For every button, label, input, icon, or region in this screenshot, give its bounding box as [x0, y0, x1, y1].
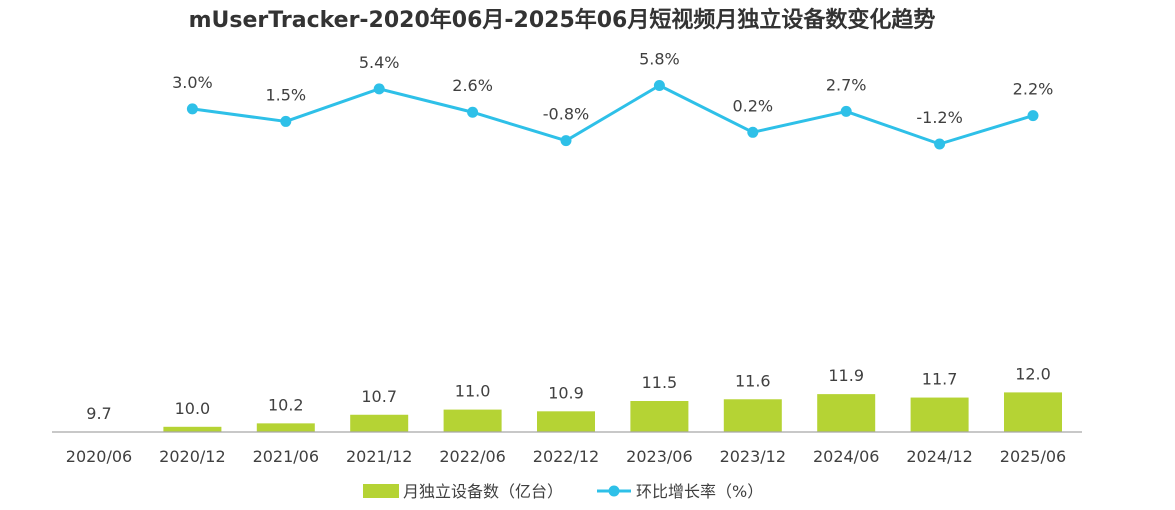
x-tick-label: 2020/12 — [159, 447, 225, 466]
x-tick-label: 2023/06 — [626, 447, 692, 466]
growth-rate-point — [280, 115, 292, 127]
bar-2021/12 — [350, 414, 409, 432]
growth-rate-label: 5.4% — [359, 53, 400, 72]
growth-rate-label: 2.7% — [826, 75, 867, 94]
bar-value-label: 11.6 — [735, 371, 771, 390]
growth-rate-point — [1027, 110, 1039, 122]
bar-2024/06 — [817, 394, 876, 432]
bars-layer — [70, 392, 1062, 432]
x-tick-label: 2024/12 — [906, 447, 972, 466]
x-tick-label: 2021/12 — [346, 447, 412, 466]
growth-rate-label: -1.2% — [916, 108, 962, 127]
bar-2024/12 — [910, 397, 969, 432]
legend-bar-swatch — [363, 484, 399, 498]
bar-2022/06 — [443, 409, 502, 432]
bar-value-label: 12.0 — [1015, 364, 1051, 383]
legend-line-marker — [608, 485, 620, 497]
bar-value-label: 10.0 — [175, 399, 211, 418]
legend: 月独立设备数（亿台） 环比增长率（%） — [363, 482, 763, 501]
bar-2023/12 — [723, 399, 782, 432]
growth-rate-point — [747, 126, 759, 138]
bar-value-label: 9.7 — [86, 404, 111, 423]
x-tick-label: 2020/06 — [66, 447, 132, 466]
bar-value-label: 10.9 — [548, 383, 584, 402]
x-tick-label: 2023/12 — [720, 447, 786, 466]
bar-2022/12 — [537, 411, 595, 432]
bar-labels-layer: 9.7 10.0 10.2 10.7 11.0 10.9 11.5 11.6 11.9 11.7 1… — [86, 364, 1051, 423]
bar-2021/06 — [256, 423, 315, 432]
x-tick-label: 2025/06 — [1000, 447, 1066, 466]
growth-rate-point — [373, 83, 385, 95]
growth-rate-label: 5.8% — [639, 50, 680, 69]
ticks-layer: 2020/06 2020/12 2021/06 2021/12 2022/06 2022/… — [66, 447, 1066, 466]
growth-rate-line — [192, 84, 1034, 146]
growth-rate-point — [653, 80, 665, 91]
growth-rate-label: 1.5% — [265, 85, 306, 104]
bar-2025/06 — [1004, 392, 1062, 432]
bar-value-label: 10.7 — [361, 387, 397, 406]
growth-rate-label: 2.6% — [452, 76, 493, 95]
growth-rate-point — [186, 103, 198, 115]
x-tick-label: 2024/06 — [813, 447, 879, 466]
legend-line-label: 环比增长率（%） — [636, 482, 763, 501]
growth-rate-point — [467, 106, 479, 118]
bar-value-label: 11.5 — [642, 373, 678, 392]
x-tick-label: 2021/06 — [253, 447, 319, 466]
legend-bar-label: 月独立设备数（亿台） — [403, 482, 563, 501]
bar-2020/12 — [163, 426, 222, 432]
growth-rate-point — [840, 105, 852, 117]
growth-rate-label: 0.2% — [732, 96, 773, 115]
growth-rate-point — [934, 138, 946, 150]
line-layer: 3.0% 1.5% 5.4% 2.6% -0.8% 5.8% 0.2% 2.7% -1.2% 2.… — [172, 50, 1053, 150]
growth-rate-point — [560, 135, 572, 147]
x-tick-label: 2022/12 — [533, 447, 599, 466]
bar-2023/06 — [630, 401, 689, 432]
growth-rate-label: -0.8% — [543, 105, 589, 124]
growth-rate-label: 3.0% — [172, 73, 213, 92]
chart-title: mUserTracker-2020年06月-2025年06月短视频月独立设备数变… — [189, 7, 936, 33]
x-tick-label: 2022/06 — [439, 447, 505, 466]
bar-value-label: 11.7 — [922, 370, 958, 389]
bar-value-label: 11.0 — [455, 382, 491, 401]
growth-rate-label: 2.2% — [1013, 80, 1054, 99]
bar-value-label: 10.2 — [268, 395, 304, 414]
bar-value-label: 11.9 — [828, 366, 864, 385]
